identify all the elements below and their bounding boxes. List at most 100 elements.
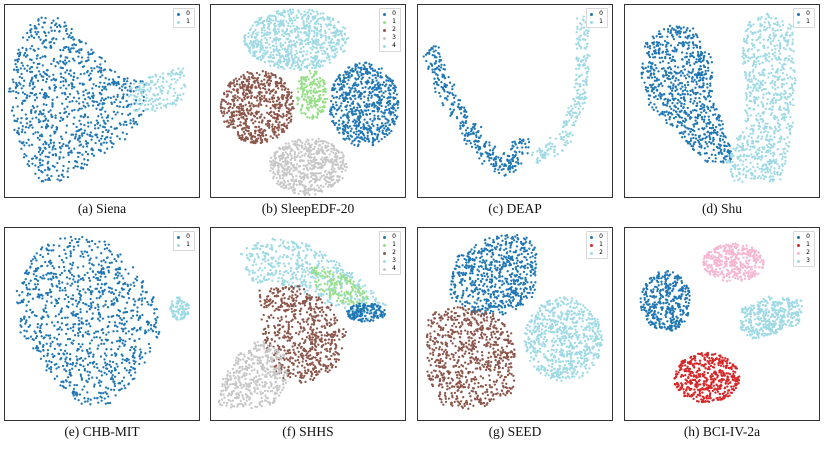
scatter-point: [231, 95, 235, 98]
scatter-point: [517, 141, 521, 145]
scatter-point: [295, 96, 299, 99]
scatter-point: [262, 34, 266, 37]
scatter-point: [258, 130, 261, 134]
scatter-point: [263, 85, 267, 88]
scatter-point: [578, 111, 582, 114]
scatter-point: [77, 129, 80, 132]
scatter-point: [692, 136, 695, 140]
scatter-point: [245, 107, 249, 111]
scatter-point: [99, 63, 102, 66]
scatter-point: [248, 89, 252, 92]
scatter-point: [316, 13, 319, 16]
scatter-point: [294, 140, 297, 143]
scatter-point: [278, 159, 282, 162]
scatter-point: [138, 99, 141, 102]
scatter-point: [388, 107, 391, 111]
scatter-point: [305, 191, 308, 194]
scatter-point: [275, 32, 278, 35]
scatter-point: [459, 107, 463, 110]
scatter-point: [644, 66, 647, 70]
scatter-point: [574, 119, 577, 123]
scatter-point: [269, 169, 272, 172]
scatter-point: [264, 53, 267, 56]
scatter-point: [30, 143, 34, 146]
scatter-point: [40, 170, 43, 173]
scatter-point: [169, 74, 173, 78]
scatter-point: [20, 147, 23, 150]
scatter-point: [310, 188, 314, 191]
scatter-point: [232, 88, 235, 91]
scatter-point: [51, 115, 54, 118]
scatter-point: [274, 80, 277, 84]
scatter-point: [473, 143, 477, 146]
scatter-point: [391, 79, 395, 82]
scatter-point: [291, 164, 295, 168]
scatter-point: [341, 96, 345, 99]
scatter-point: [260, 95, 264, 98]
scatter-point: [319, 140, 322, 143]
legend-label: 1: [186, 18, 190, 25]
scatter-point: [22, 99, 25, 103]
scatter-point: [671, 55, 675, 58]
scatter-point: [322, 93, 325, 97]
scatter-point: [290, 156, 294, 160]
scatter-point: [334, 79, 337, 83]
scatter-point: [53, 84, 56, 87]
scatter-point: [694, 119, 697, 122]
scatter-point: [330, 168, 333, 171]
scatter-point: [59, 147, 62, 150]
scatter-point: [279, 77, 283, 80]
scatter-point: [290, 172, 293, 176]
scatter-svg: [7, 16, 187, 183]
scatter-point: [663, 111, 666, 114]
scatter-point: [83, 123, 86, 127]
scatter-point: [329, 23, 333, 26]
scatter-point: [82, 90, 85, 93]
scatter-point: [263, 96, 266, 100]
scatter-point: [30, 111, 33, 115]
scatter-point: [686, 142, 690, 145]
scatter-point: [330, 31, 333, 34]
scatter-point: [286, 91, 289, 94]
scatter-point: [249, 134, 252, 137]
scatter-point: [271, 60, 275, 63]
scatter-point: [359, 136, 362, 139]
scatter-point: [273, 155, 276, 158]
scatter-point: [459, 121, 462, 125]
scatter-point: [338, 178, 341, 182]
scatter-point: [442, 86, 445, 89]
scatter-point: [578, 35, 581, 39]
scatter-point: [427, 67, 430, 70]
scatter-point: [85, 145, 89, 148]
scatter-point: [39, 147, 42, 150]
scatter-point: [332, 96, 335, 100]
scatter-point: [304, 140, 308, 143]
scatter-point: [98, 66, 101, 69]
scatter-point: [373, 138, 377, 141]
scatter-point: [58, 30, 61, 33]
scatter-point: [114, 113, 117, 116]
scatter-point: [353, 139, 356, 142]
scatter-point: [281, 152, 285, 155]
scatter-point: [285, 106, 288, 110]
scatter-point: [37, 150, 41, 154]
scatter-point: [673, 46, 676, 49]
scatter-point: [575, 102, 578, 106]
scatter-point: [176, 78, 179, 82]
scatter-point: [51, 146, 55, 149]
scatter-point: [311, 94, 315, 97]
scatter-point: [72, 96, 76, 99]
scatter-point: [48, 178, 51, 182]
scatter-point: [302, 27, 306, 30]
scatter-point: [324, 100, 327, 104]
scatter-point: [50, 126, 53, 129]
scatter-point: [337, 20, 340, 24]
scatter-point: [30, 123, 33, 127]
scatter-point: [223, 112, 226, 115]
scatter-point: [331, 119, 335, 123]
scatter-point: [59, 25, 62, 28]
scatter-point: [581, 18, 584, 21]
scatter-point: [152, 105, 155, 108]
scatter-point: [323, 49, 326, 53]
scatter-point: [261, 56, 264, 60]
